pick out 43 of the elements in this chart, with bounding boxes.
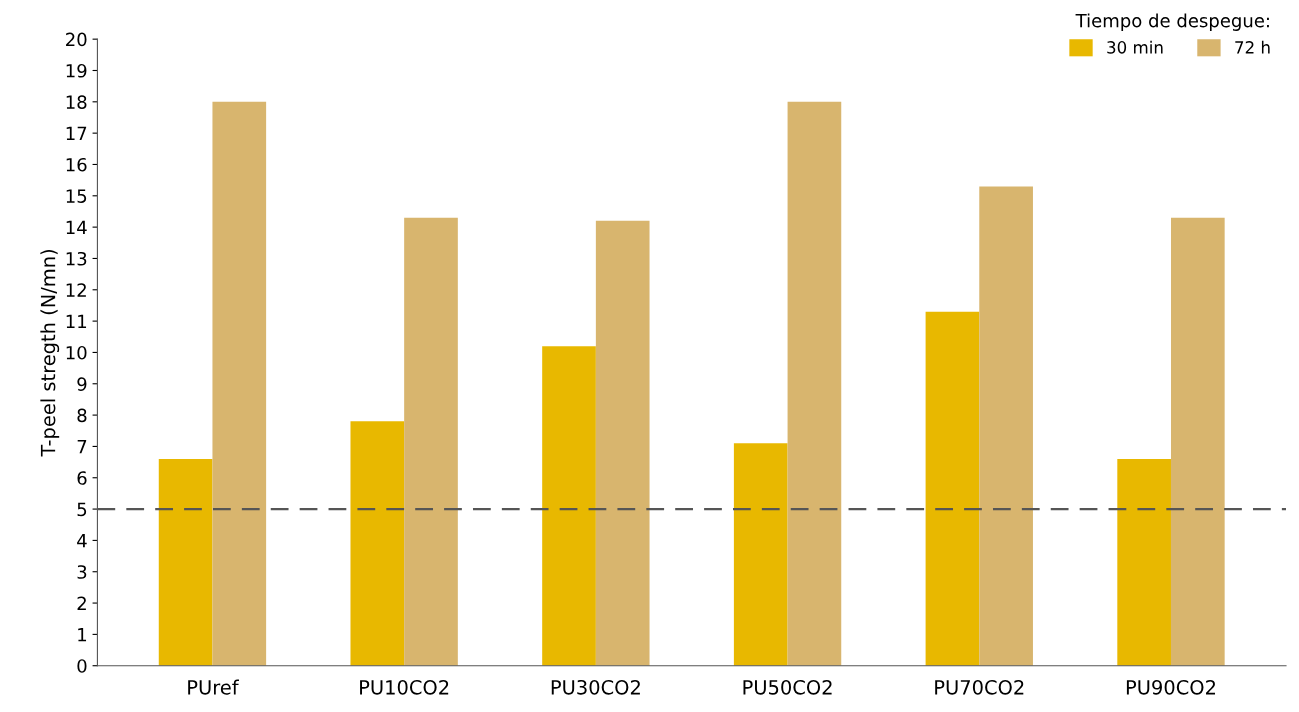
- y-tick-label: 3: [77, 565, 87, 579]
- y-tick-label: 0: [77, 659, 87, 673]
- y-tick-label: 6: [77, 471, 87, 485]
- bar: [212, 101, 267, 666]
- bar: [733, 443, 788, 666]
- y-tick-label: 4: [77, 534, 87, 548]
- x-tick-label: PU90CO2: [1126, 679, 1216, 695]
- y-tick-label: 10: [66, 345, 87, 360]
- y-tick-label: 1: [78, 628, 87, 642]
- y-tick-label: 9: [77, 377, 87, 391]
- y-tick-label: 2: [77, 596, 86, 610]
- y-axis-title: T-peel stregth (N/mn): [40, 249, 60, 457]
- y-tick-label: 14: [66, 220, 87, 234]
- y-tick-label: 20: [66, 32, 87, 47]
- legend-title: Tiempo de despegue:: [1075, 13, 1269, 31]
- y-tick-label: 13: [66, 251, 87, 266]
- y-tick-label: 8: [77, 408, 87, 423]
- y-tick-label: 16: [66, 157, 87, 172]
- bar: [1117, 458, 1171, 666]
- x-tick-label: PUref: [188, 679, 239, 695]
- x-tick-label: PU30CO2: [551, 679, 640, 695]
- y-tick-label: 11: [66, 314, 87, 328]
- bar: [158, 458, 213, 666]
- y-tick-label: 5: [77, 502, 87, 517]
- x-tick-label: PU50CO2: [743, 679, 832, 695]
- y-tick-label: 17: [66, 126, 87, 140]
- y-tick-label: 12: [66, 283, 86, 297]
- bar: [542, 346, 596, 666]
- bar: [925, 311, 980, 666]
- y-tick-label: 18: [66, 95, 87, 109]
- bar: [404, 217, 458, 666]
- legend-label: 30 min: [1107, 40, 1163, 54]
- bar: [787, 101, 842, 666]
- y-tick-label: 7: [77, 440, 87, 454]
- x-tick-label: PU70CO2: [935, 679, 1024, 695]
- y-tick-label: 15: [66, 189, 87, 203]
- y-tick-label: 19: [66, 63, 87, 78]
- bar: [595, 220, 650, 666]
- x-tick-label: PU10CO2: [360, 679, 449, 695]
- bar: [1170, 217, 1225, 666]
- bar: [350, 421, 405, 666]
- legend-label: 72 h: [1235, 40, 1270, 54]
- bar: [979, 186, 1033, 666]
